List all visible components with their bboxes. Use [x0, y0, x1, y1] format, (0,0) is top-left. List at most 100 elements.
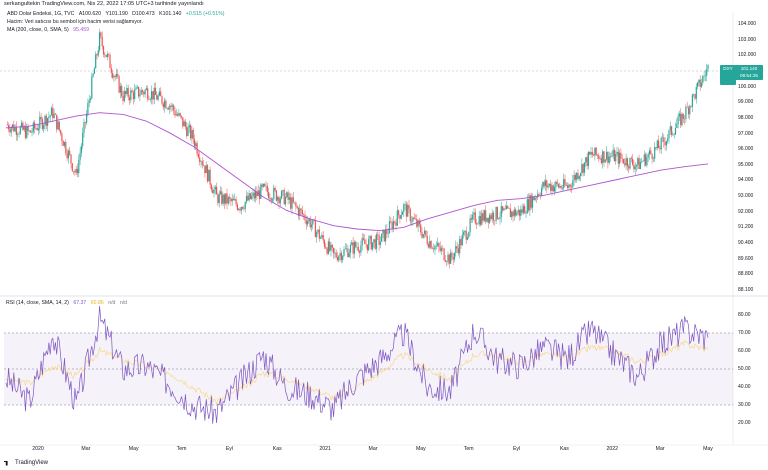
candle-body — [152, 91, 154, 100]
candle-body — [665, 141, 667, 146]
candle-body — [581, 164, 583, 174]
volume-note[interactable]: Hacim: Veri satıcısı bu sembol için haci… — [7, 19, 143, 25]
candle-body — [669, 126, 671, 131]
candle-body — [349, 245, 352, 253]
candle-body — [208, 169, 210, 182]
candle-body — [61, 133, 63, 142]
time-tick-label: Tem — [463, 446, 474, 452]
candle-body — [453, 252, 456, 260]
candle-body — [694, 94, 696, 99]
candle-body — [188, 125, 190, 128]
candle-body — [439, 246, 441, 251]
candle-body — [60, 130, 62, 134]
candle-body — [656, 140, 658, 149]
candle-body — [559, 185, 561, 188]
candle-body — [385, 229, 387, 242]
candle-body — [413, 217, 415, 219]
candle-body — [684, 118, 686, 120]
candle-body — [325, 246, 327, 249]
candle-body — [690, 106, 692, 107]
candle-body — [339, 252, 341, 257]
candle-body — [557, 183, 560, 188]
time-tick-label: Eyl — [512, 446, 521, 452]
candle-body — [108, 53, 110, 55]
rsi-na-2: n/d — [119, 300, 128, 306]
candle-body — [162, 103, 164, 108]
candle-body — [595, 147, 597, 155]
rsi-tick-label: 50.00 — [738, 366, 751, 372]
candle-body — [318, 229, 320, 239]
candle-body — [227, 197, 229, 204]
candle-body — [316, 232, 318, 238]
candle-body — [391, 222, 393, 230]
candle-body — [91, 76, 93, 99]
candle-body — [642, 161, 644, 162]
symbol-legend[interactable]: ABD Dolar Endeksi, 1G, TVC A100.620 Y101… — [7, 11, 224, 18]
candle-body — [664, 142, 666, 146]
candle-body — [444, 260, 446, 262]
candle-body — [217, 194, 219, 204]
candle-body — [357, 246, 359, 252]
candle-body — [109, 54, 111, 69]
candle-body — [659, 148, 661, 150]
candle-body — [368, 239, 370, 251]
candle-body — [599, 158, 601, 159]
candle-body — [336, 257, 339, 261]
candle-body — [608, 156, 610, 163]
price-tick-label: 97.000 — [738, 130, 754, 137]
candle-body — [214, 186, 216, 190]
candle-body — [278, 196, 280, 204]
price-tick-label: 89.600 — [738, 255, 754, 262]
candle-body — [569, 184, 571, 187]
candle-body — [57, 121, 59, 130]
candle-body — [567, 185, 569, 188]
candle-body — [583, 162, 586, 173]
candle-body — [565, 185, 567, 186]
rsi-legend[interactable]: RSI (14, close, SMA, 14, 2) 67.37 60.86 … — [6, 300, 127, 306]
time-tick-label: Mar — [368, 446, 378, 452]
ma-legend[interactable]: MA (200, close, 0, SMA, 5) 95.459 — [7, 27, 89, 34]
candle-body — [14, 126, 16, 132]
candle-body — [37, 128, 40, 131]
candle-body — [697, 82, 699, 87]
candle-body — [695, 86, 697, 99]
candle-body — [479, 216, 482, 225]
candle-body — [135, 87, 137, 90]
candle-body — [83, 122, 85, 133]
candle-body — [268, 192, 270, 199]
candle-body — [680, 113, 682, 126]
candle-body — [651, 153, 653, 159]
candle-body — [340, 252, 342, 261]
price-tick-label: 102.000 — [738, 52, 757, 59]
candle-body — [63, 142, 66, 146]
candle-body — [576, 172, 578, 180]
tradingview-logo[interactable]: TradingView — [4, 460, 48, 466]
candle-body — [702, 76, 704, 83]
candle-body — [226, 193, 228, 204]
candle-body — [546, 180, 548, 188]
candle-body — [183, 121, 185, 127]
candle-body — [647, 154, 649, 158]
candle-body — [361, 238, 363, 246]
candle-body — [473, 212, 475, 215]
candle-body — [113, 75, 115, 78]
candle-body — [457, 248, 459, 254]
candle-body — [398, 210, 400, 216]
candle-body — [115, 74, 118, 77]
candle-body — [502, 206, 504, 211]
candle-body — [197, 154, 199, 158]
candle-body — [346, 248, 348, 249]
candle-body — [301, 210, 303, 215]
candle-body — [448, 254, 450, 264]
candle-body — [620, 152, 622, 159]
candle-body — [290, 197, 292, 209]
candle-body — [300, 208, 302, 211]
candle-body — [54, 113, 56, 115]
candle-body — [209, 169, 211, 185]
candle-body — [97, 50, 99, 56]
candle-body — [613, 149, 615, 162]
last-price-value: 101.140 — [740, 66, 758, 71]
candle-body — [386, 229, 388, 234]
candle-body — [216, 186, 218, 195]
